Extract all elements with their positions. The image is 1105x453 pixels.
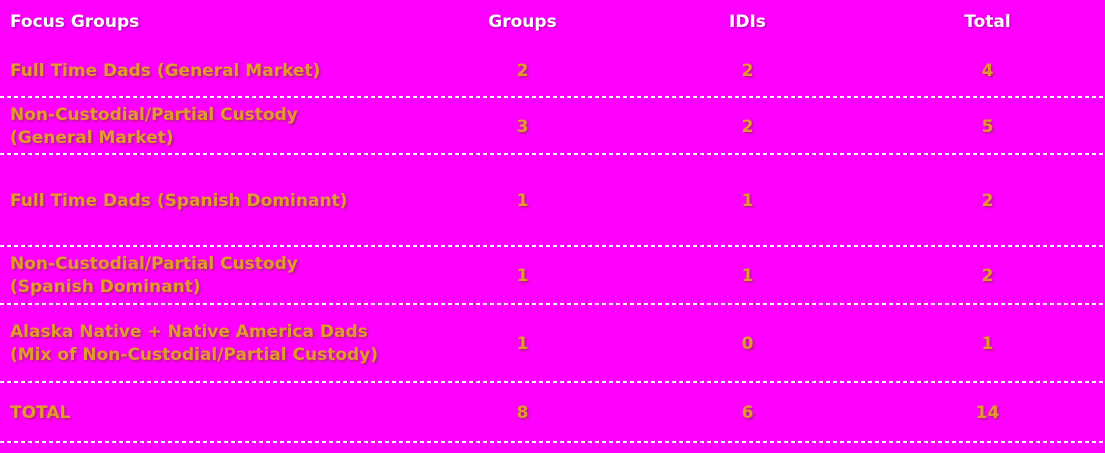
cell-groups: 1 — [516, 191, 529, 211]
cell-total: 4 — [981, 61, 994, 81]
total-row: TOTAL 8 6 14 — [0, 383, 1105, 443]
table-row: Non-Custodial/Partial Custody (General M… — [0, 98, 1105, 155]
row-label: Full Time Dads (Spanish Dominant) — [10, 190, 348, 211]
table-row: Alaska Native + Native America Dads (Mix… — [0, 305, 1105, 383]
header-focus-groups: Focus Groups — [10, 11, 140, 32]
table-row: Non-Custodial/Partial Custody (Spanish D… — [0, 247, 1105, 305]
row-label: Non-Custodial/Partial Custody (General M… — [10, 104, 298, 148]
row-label: Non-Custodial/Partial Custody (Spanish D… — [10, 254, 298, 297]
cell-idis: 0 — [741, 334, 754, 354]
cell-idis: 6 — [741, 403, 754, 423]
cell-total: 2 — [981, 191, 994, 211]
cell-idis: 1 — [741, 266, 754, 286]
cell-total: 1 — [981, 334, 994, 354]
header-total: Total — [964, 12, 1011, 32]
cell-total: 5 — [981, 116, 994, 137]
cell-groups: 8 — [516, 403, 529, 423]
cell-idis: 1 — [741, 191, 754, 211]
header-groups: Groups — [488, 12, 557, 32]
row-label: Alaska Native + Native America Dads (Mix… — [10, 322, 379, 365]
cell-total: 2 — [981, 266, 994, 286]
cell-total: 14 — [975, 403, 1000, 423]
cell-idis: 2 — [741, 61, 754, 81]
table-row: Full Time Dads (Spanish Dominant) 1 1 2 — [0, 155, 1105, 247]
table-row: Full Time Dads (General Market) 2 2 4 — [0, 44, 1105, 98]
cell-groups: 3 — [516, 116, 529, 137]
row-label: TOTAL — [10, 402, 71, 423]
cell-idis: 2 — [741, 116, 754, 137]
header-idis: IDIs — [729, 12, 766, 32]
header-row: Focus Groups Groups IDIs Total — [0, 0, 1105, 44]
cell-groups: 1 — [516, 334, 529, 354]
row-label: Full Time Dads (General Market) — [10, 60, 321, 81]
cell-groups: 2 — [516, 61, 529, 81]
cell-groups: 1 — [516, 266, 529, 286]
